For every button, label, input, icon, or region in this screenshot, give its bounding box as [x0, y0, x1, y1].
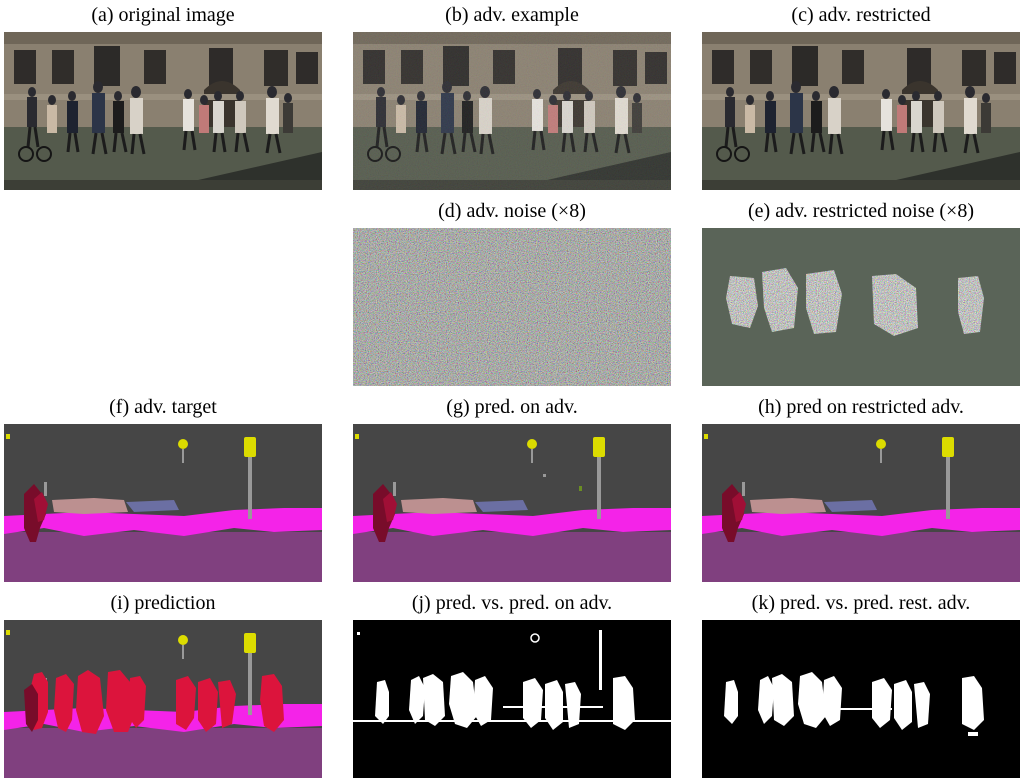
panel-caption: (c) adv. restricted: [791, 4, 931, 26]
difference-map-adversarial: [353, 620, 671, 778]
prediction-map: [4, 620, 322, 778]
difference-map-restricted-adversarial: [702, 620, 1020, 778]
adversarial-restricted-image: [702, 32, 1020, 190]
prediction-on-restricted-adversarial-map: [702, 424, 1020, 582]
panel-caption: (i) prediction: [110, 592, 216, 614]
panel-caption: (e) adv. restricted noise (×8): [748, 200, 974, 222]
panel-caption: (a) original image: [91, 4, 235, 26]
prediction-on-adversarial-map: [353, 424, 671, 582]
panel-caption: (g) pred. on adv.: [446, 396, 578, 418]
panel-caption: (b) adv. example: [445, 4, 579, 26]
original-image: [4, 32, 322, 190]
panel-caption: (d) adv. noise (×8): [438, 200, 586, 222]
adversarial-example-image: [353, 32, 671, 190]
adversarial-target-map: [4, 424, 322, 582]
panel-caption: (k) pred. vs. pred. rest. adv.: [751, 592, 971, 614]
panel-caption: (j) pred. vs. pred. on adv.: [411, 592, 613, 614]
panel-caption: (f) adv. target: [109, 396, 217, 418]
adversarial-noise-image: [353, 228, 671, 386]
panel-caption: (h) pred on restricted adv.: [758, 396, 964, 418]
adversarial-restricted-noise-image: [702, 228, 1020, 386]
